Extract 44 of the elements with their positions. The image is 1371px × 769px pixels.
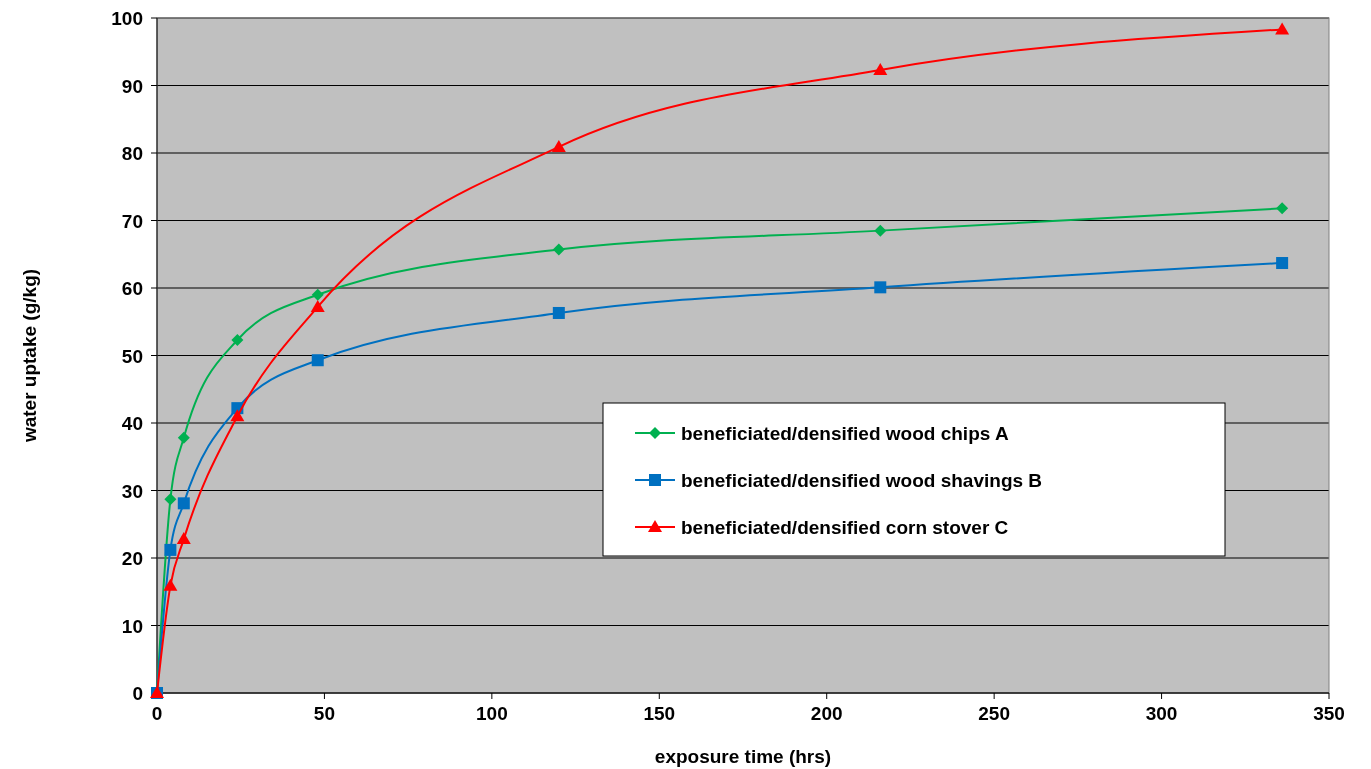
- x-axis-title: exposure time (hrs): [654, 746, 832, 767]
- y-tick-label: 70: [121, 210, 143, 232]
- y-tick-label: 60: [121, 278, 143, 299]
- point: [552, 243, 565, 256]
- point: [176, 532, 191, 545]
- point: [552, 306, 565, 319]
- point: [310, 299, 325, 312]
- legend-label: beneficiated/densified wood shavings B: [681, 470, 1043, 491]
- point: [874, 224, 887, 237]
- y-tick-label: 20: [121, 548, 143, 569]
- point: [1276, 202, 1289, 215]
- y-axis-title: water uptake (g/kg): [19, 268, 40, 444]
- x-tick-label: 200: [810, 703, 843, 724]
- x-tick-label: 50: [313, 703, 335, 724]
- x-tick-label: 350: [1313, 703, 1345, 724]
- x-tick-label: 0: [151, 703, 163, 724]
- point: [163, 578, 178, 591]
- point: [311, 288, 324, 301]
- x-tick-label: 250: [978, 703, 1010, 724]
- x-tick-label: 300: [1145, 703, 1178, 724]
- x-tick-label: 100: [476, 703, 508, 724]
- y-tick-label: 90: [121, 75, 143, 97]
- y-tick-label: 10: [121, 615, 143, 637]
- point: [873, 62, 888, 75]
- y-tick-label: 50: [121, 345, 143, 367]
- point: [311, 354, 324, 367]
- legend-label: beneficiated/densified wood chips A: [681, 423, 1009, 444]
- point: [177, 497, 190, 510]
- point: [1275, 22, 1290, 35]
- point: [177, 431, 190, 444]
- point: [231, 333, 244, 346]
- y-tick-label: 0: [132, 683, 143, 704]
- point: [874, 281, 887, 294]
- point: [1276, 257, 1289, 270]
- y-tick-label: 100: [111, 8, 143, 29]
- y-tick-label: 80: [121, 143, 143, 164]
- point: [164, 493, 177, 506]
- point: [230, 409, 245, 422]
- point: [551, 139, 566, 152]
- legend-label: beneficiated/densified corn stover C: [681, 517, 1009, 538]
- y-tick-label: 30: [121, 480, 143, 502]
- point: [164, 543, 177, 556]
- y-tick-label: 40: [121, 413, 143, 434]
- x-tick-label: 150: [643, 703, 676, 724]
